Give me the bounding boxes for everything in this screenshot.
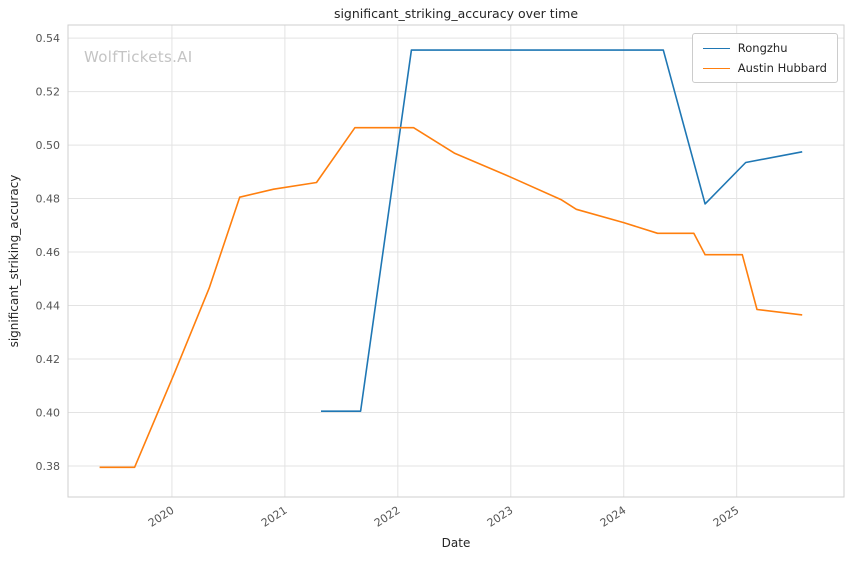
x-tick-label: 2020 [146, 504, 177, 530]
legend-line-swatch [702, 67, 730, 69]
y-tick-label: 0.50 [36, 139, 61, 152]
legend-entry: Rongzhu [702, 41, 827, 55]
y-tick-label: 0.52 [36, 86, 61, 99]
x-axis-label: Date [441, 536, 471, 550]
plot-border [67, 24, 845, 498]
y-tick-label: 0.42 [36, 353, 61, 366]
y-tick-label: 0.44 [36, 300, 61, 313]
watermark: WolfTickets.AI [84, 48, 193, 66]
x-tick-label: 2021 [259, 504, 290, 530]
legend: Rongzhu Austin Hubbard [691, 33, 838, 83]
x-tick-label: 2024 [598, 504, 629, 530]
y-tick-label: 0.38 [36, 460, 61, 473]
legend-label: Rongzhu [737, 41, 788, 55]
x-tick-label: 2025 [711, 504, 742, 530]
y-tick-label: 0.46 [36, 246, 61, 259]
y-axis-label: significant_striking_accuracy [7, 174, 21, 348]
y-tick-label: 0.40 [36, 406, 61, 419]
legend-label: Austin Hubbard [737, 61, 827, 75]
x-tick-label: 2022 [372, 504, 403, 530]
y-tick-label: 0.54 [36, 32, 61, 45]
x-tick-label: 2023 [485, 504, 516, 530]
legend-line-swatch [702, 47, 730, 49]
legend-entry: Austin Hubbard [702, 61, 827, 75]
y-tick-label: 0.48 [36, 193, 61, 206]
series-line-rongzhu [321, 49, 803, 413]
chart-title: significant_striking_accuracy over time [333, 6, 579, 21]
series-line-austin-hubbard [99, 126, 803, 469]
